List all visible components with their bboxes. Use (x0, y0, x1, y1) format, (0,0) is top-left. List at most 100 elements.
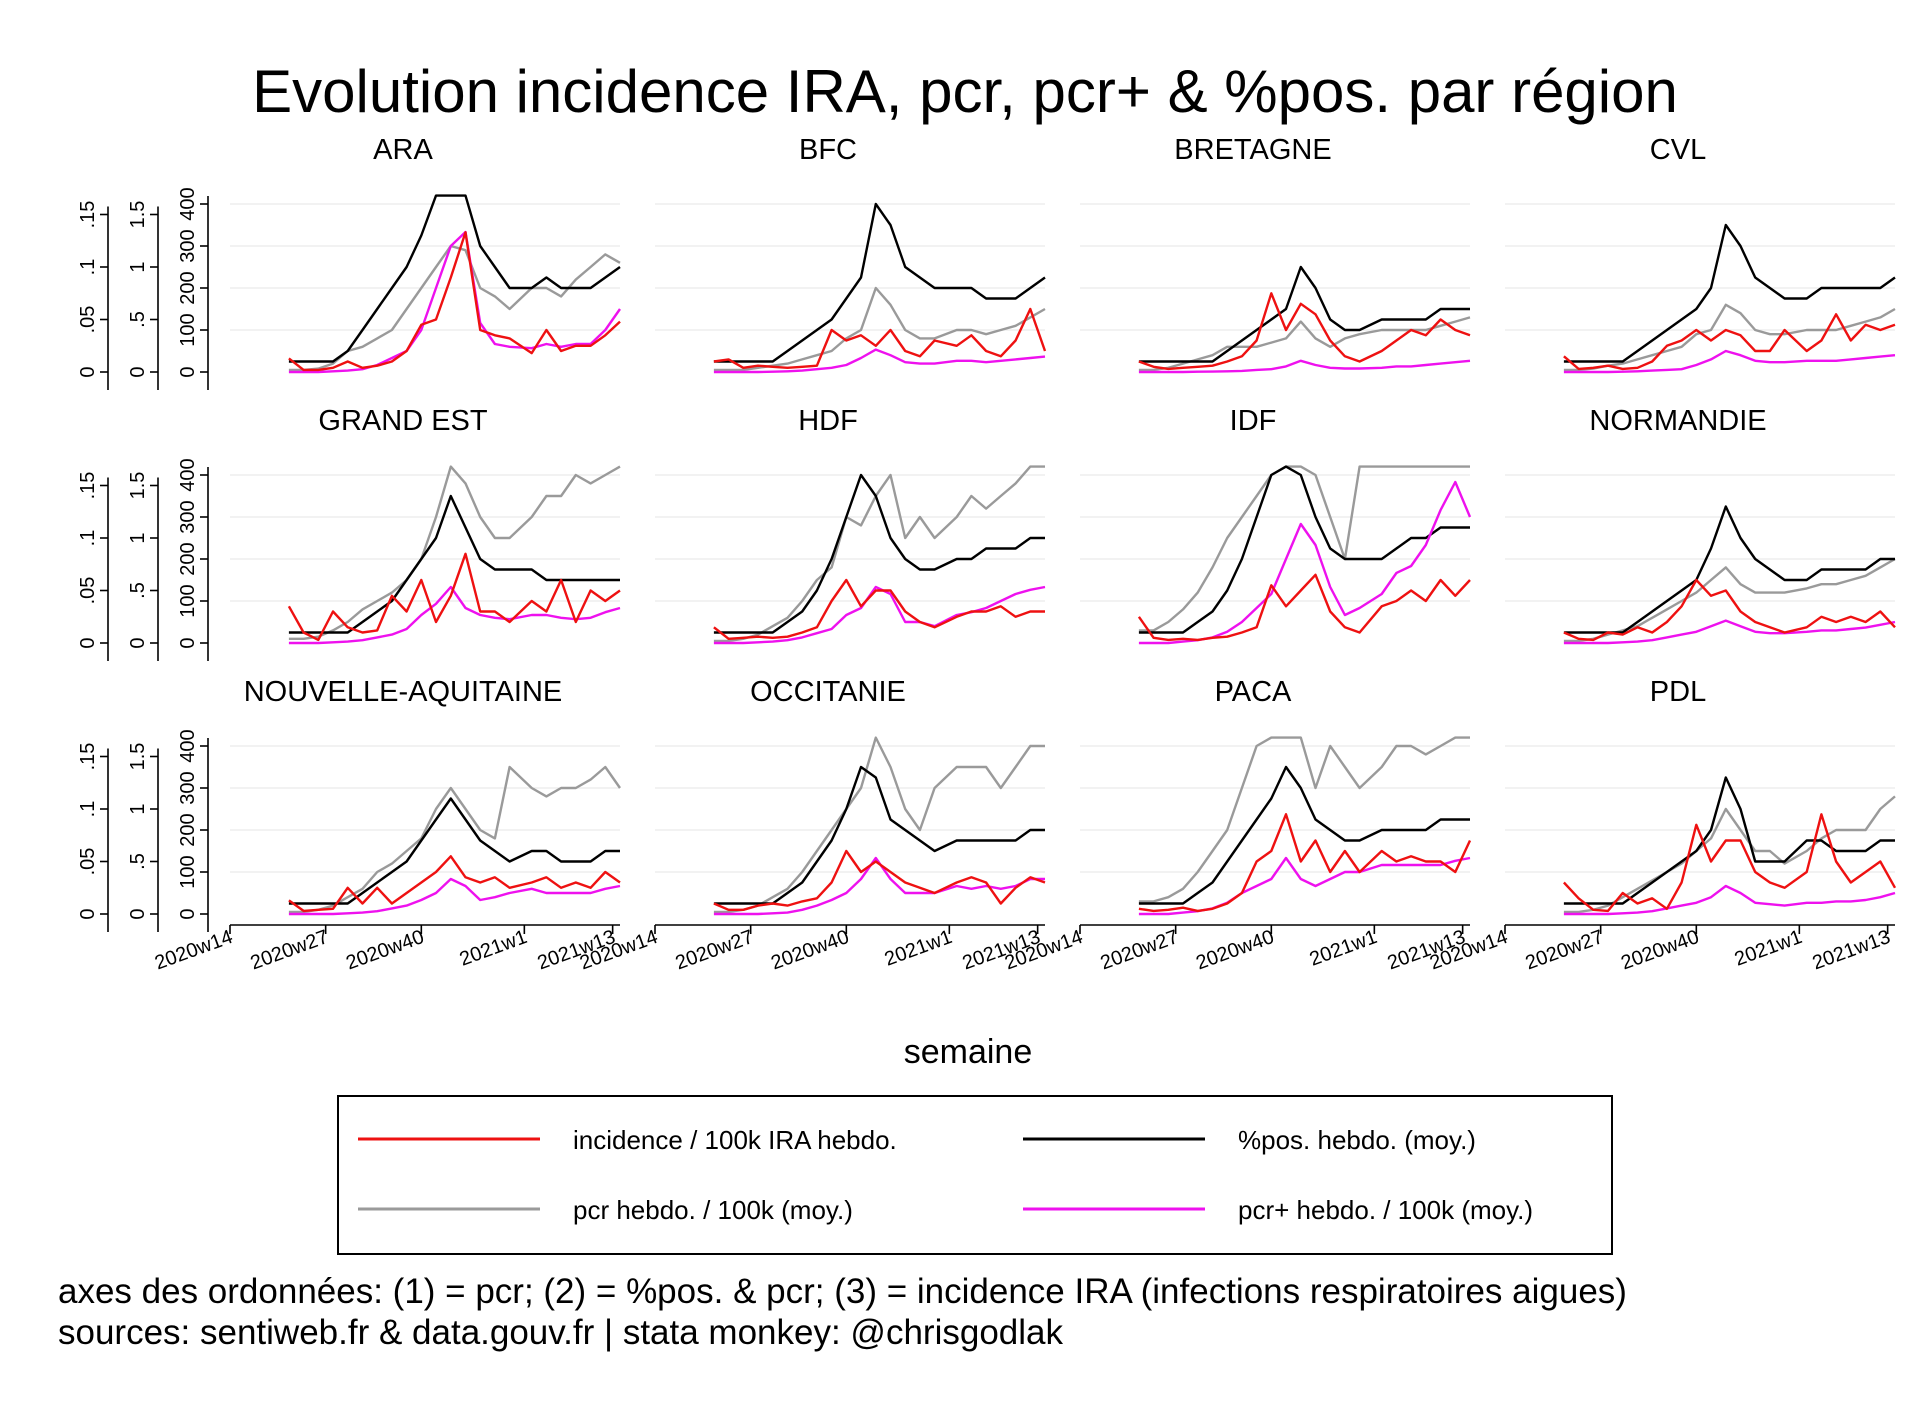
legend-label: pcr+ hebdo. / 100k (moy.) (1238, 1195, 1533, 1225)
series-line-incidence (1563, 578, 1896, 642)
series-line-pctpos (1563, 776, 1895, 905)
y-tick-label: .15 (77, 472, 99, 500)
footnote-sources: sources: sentiweb.fr & data.gouv.fr | st… (58, 1313, 1063, 1352)
panel-nouvelle-aquitaine: NOUVELLE-AQUITAINE (230, 676, 621, 916)
panel-title: HDF (798, 405, 858, 437)
y-tick-label: 200 (177, 542, 199, 575)
y-tick-label: 200 (177, 271, 199, 304)
series-line-pctpos (288, 494, 620, 634)
chart-title: Evolution incidence IRA, pcr, pcr+ & %po… (252, 58, 1678, 125)
y-tick-label: 400 (177, 458, 199, 491)
y-tick-label: 1 (127, 803, 149, 814)
series-line-pcr (1138, 465, 1470, 632)
series-line-incidence (1138, 292, 1471, 371)
y-tick-label: .15 (77, 201, 99, 229)
series-line-pcr (1138, 736, 1470, 903)
panel-title: IDF (1230, 405, 1277, 437)
y-tick-label: .1 (77, 530, 99, 547)
panel-bretagne: BRETAGNE (1080, 134, 1471, 374)
y-tick-label: 100 (177, 313, 199, 346)
y-tick-label: 400 (177, 187, 199, 220)
series-line-incidence (713, 578, 1045, 640)
y-tick-label: 400 (177, 729, 199, 762)
y-tick-label: 1.5 (127, 472, 149, 500)
y-tick-label: 1 (127, 261, 149, 272)
panel-title: PDL (1650, 676, 1706, 708)
y-tick-label: 300 (177, 771, 199, 804)
y-tick-label: 0 (77, 637, 99, 648)
series-line-pcrplus (1563, 619, 1896, 645)
series-line-pcr (713, 736, 1045, 914)
y-tick-label: .5 (127, 582, 149, 599)
y-tick-label: 300 (177, 500, 199, 533)
series-line-pcrplus (713, 348, 1046, 374)
legend-label: pcr hebdo. / 100k (moy.) (573, 1195, 853, 1225)
y-tick-label: .05 (77, 577, 99, 605)
series-line-pcrplus (1138, 359, 1471, 374)
panel-pdl: PDL (1505, 676, 1897, 916)
series-line-pcrplus (713, 856, 1045, 916)
y-tick-label: .05 (77, 848, 99, 876)
panel-title: BRETAGNE (1174, 134, 1331, 166)
panel-grand-est: GRAND EST (230, 405, 621, 645)
legend: incidence / 100k IRA hebdo. %pos. hebdo. … (337, 1095, 1613, 1255)
y-axes-row-1: 0 100 200 300 400 0 .5 1 1.5 0 .05 .1 .15 (77, 187, 209, 390)
legend-label: incidence / 100k IRA hebdo. (573, 1125, 897, 1155)
series-line-pctpos (1138, 465, 1470, 634)
series-line-pcrplus (1138, 856, 1471, 916)
series-line-incidence (1137, 573, 1471, 642)
series-line-pcr (288, 765, 621, 914)
series-line-pctpos (713, 202, 1046, 363)
series-line-pctpos (1138, 265, 1470, 363)
series-line-pctpos (1563, 505, 1895, 634)
y-tick-label: 0 (177, 908, 199, 919)
panel-hdf: HDF (655, 405, 1046, 645)
y-tick-label: 0 (77, 366, 99, 377)
series-line-pcr (1563, 303, 1896, 372)
series-line-incidence (1563, 813, 1897, 913)
panel-title: PACA (1215, 676, 1292, 708)
panel-title: OCCITANIE (750, 676, 906, 708)
y-tick-label: 1.5 (127, 201, 149, 229)
series-line-pcrplus (288, 585, 621, 645)
y-tick-label: 1.5 (127, 743, 149, 771)
y-tick-label: 0 (177, 366, 199, 377)
y-tick-label: .5 (127, 853, 149, 870)
y-tick-label: .15 (77, 743, 99, 771)
series-line-pcrplus (288, 877, 621, 916)
series-line-incidence (713, 307, 1047, 369)
panel-paca: PACA (1080, 676, 1472, 916)
y-tick-label: .1 (77, 801, 99, 818)
y-tick-label: .05 (77, 306, 99, 334)
footnote-axes: axes des ordonnées: (1) = pcr; (2) = %po… (58, 1272, 1627, 1311)
y-tick-label: 0 (177, 637, 199, 648)
y-tick-label: 1 (127, 532, 149, 543)
panel-title: NORMANDIE (1589, 405, 1766, 437)
series-line-incidence (288, 855, 621, 913)
series-line-incidence (288, 231, 621, 372)
series-line-pctpos (1563, 223, 1896, 363)
y-tick-label: 100 (177, 855, 199, 888)
y-tick-label: .1 (77, 259, 99, 276)
y-tick-label: 0 (127, 366, 149, 377)
y-tick-label: 0 (127, 637, 149, 648)
panel-title: ARA (373, 134, 433, 166)
series-line-incidence (713, 849, 1046, 911)
legend-box (337, 1095, 1613, 1255)
x-axis-title: semaine (904, 1033, 1033, 1071)
panel-normandie: NORMANDIE (1505, 405, 1896, 645)
series-line-pcr (288, 465, 621, 640)
panel-idf: IDF (1080, 405, 1472, 645)
panel-cvl: CVL (1505, 134, 1896, 374)
panel-title: NOUVELLE-AQUITAINE (244, 676, 563, 708)
series-line-incidence (1563, 313, 1896, 371)
y-axes-row-2: 0 100 200 300 400 0 .5 1 1.5 0 .05 .1 .15 (77, 458, 209, 661)
legend-label: %pos. hebdo. (moy.) (1238, 1125, 1476, 1155)
y-axes-row-3: 0 100 200 300 400 0 .5 1 1.5 0 .05 .1 .15 (77, 729, 209, 932)
series-line-pctpos (713, 473, 1045, 634)
y-tick-label: 0 (127, 908, 149, 919)
series-line-pcrplus (288, 230, 621, 374)
series-line-pcrplus (1563, 884, 1896, 916)
panel-bfc: BFC (655, 134, 1047, 374)
